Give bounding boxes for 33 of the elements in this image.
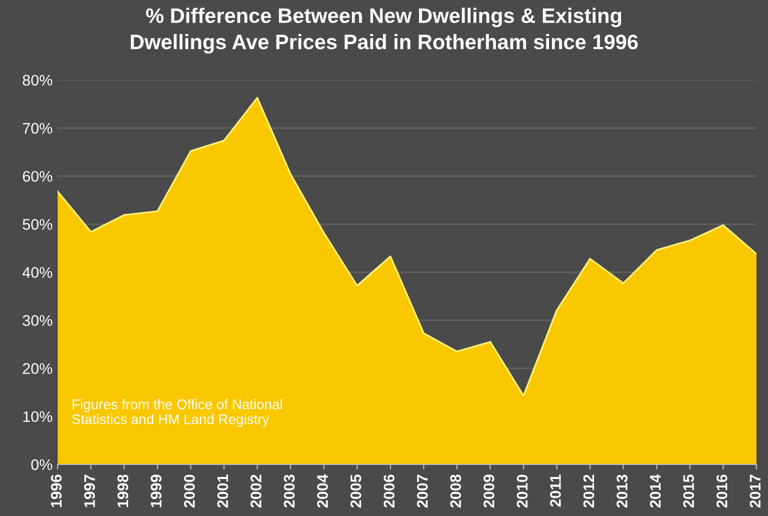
x-tick-label: 2015 [683,474,694,508]
x-tick-label: 2017 [750,474,761,508]
x-tick-label: 2007 [416,474,428,508]
chart-title: % Difference Between New Dwellings & Existing Dwellings Ave Prices Paid in Rotherham since 1996 [130,8,638,54]
x-tick-label: 2006 [384,474,394,508]
annotation: Figures from the Office of National Statistics and HM Land Registry [72,399,282,427]
y-tick-label: 40% [22,267,52,278]
x-tick-label: 2005 [350,474,362,508]
x-tick-label: 2014 [650,474,661,508]
x-tick-label: 2001 [217,474,228,508]
x-tick-label: 2000 [184,474,195,508]
x-tick-label: 2011 [550,474,561,507]
y-tick-label: 20% [22,363,52,374]
x-tick-label: 1999 [150,474,162,508]
x-tick-label: 2010 [516,474,528,508]
y-tick-label: 60% [22,170,52,182]
x-tick-label: 2008 [450,474,462,508]
x-tick-label: 1996 [50,474,62,508]
x-tick-label: 2002 [250,474,262,508]
x-tick-label: 2016 [716,474,728,508]
y-tick-label: 80% [22,74,52,86]
y-tick-label: 30% [22,315,52,326]
y-tick-label: 50% [22,219,52,230]
x-tick-label: 1998 [117,474,128,508]
x-tick-label: 2009 [484,474,494,508]
x-tick-label: 2013 [616,474,628,508]
y-tick-label: 10% [23,411,52,422]
x-tick-label: 2003 [284,474,295,508]
y-tick-label: 70% [22,122,52,134]
x-tick-label: 2012 [583,474,594,508]
x-tick-label: 2004 [317,474,328,508]
y-tick-label: 0% [31,459,52,470]
x-tick-label: 1997 [84,474,95,508]
